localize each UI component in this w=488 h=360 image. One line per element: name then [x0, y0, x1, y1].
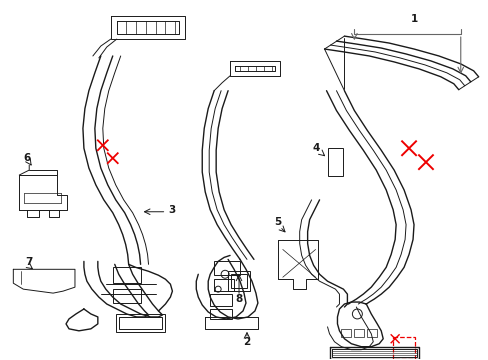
Text: 4: 4: [311, 143, 319, 153]
Text: 7: 7: [25, 257, 33, 267]
Bar: [214, 261, 240, 275]
Bar: [210, 309, 232, 319]
Text: 8: 8: [235, 294, 242, 304]
Bar: [116, 314, 165, 332]
Bar: [227, 271, 249, 291]
Bar: [231, 274, 246, 288]
Bar: [214, 279, 234, 291]
Bar: [119, 317, 162, 329]
Bar: [392, 337, 414, 359]
Text: 5: 5: [274, 217, 281, 227]
Text: 3: 3: [168, 205, 175, 215]
Bar: [113, 267, 141, 283]
Bar: [210, 294, 232, 306]
Text: 1: 1: [409, 14, 417, 24]
Bar: [354, 329, 364, 337]
Text: 2: 2: [243, 337, 250, 347]
Text: 6: 6: [23, 153, 31, 163]
Bar: [366, 329, 376, 337]
Bar: [113, 289, 141, 303]
Bar: [327, 148, 343, 176]
Bar: [341, 329, 351, 337]
